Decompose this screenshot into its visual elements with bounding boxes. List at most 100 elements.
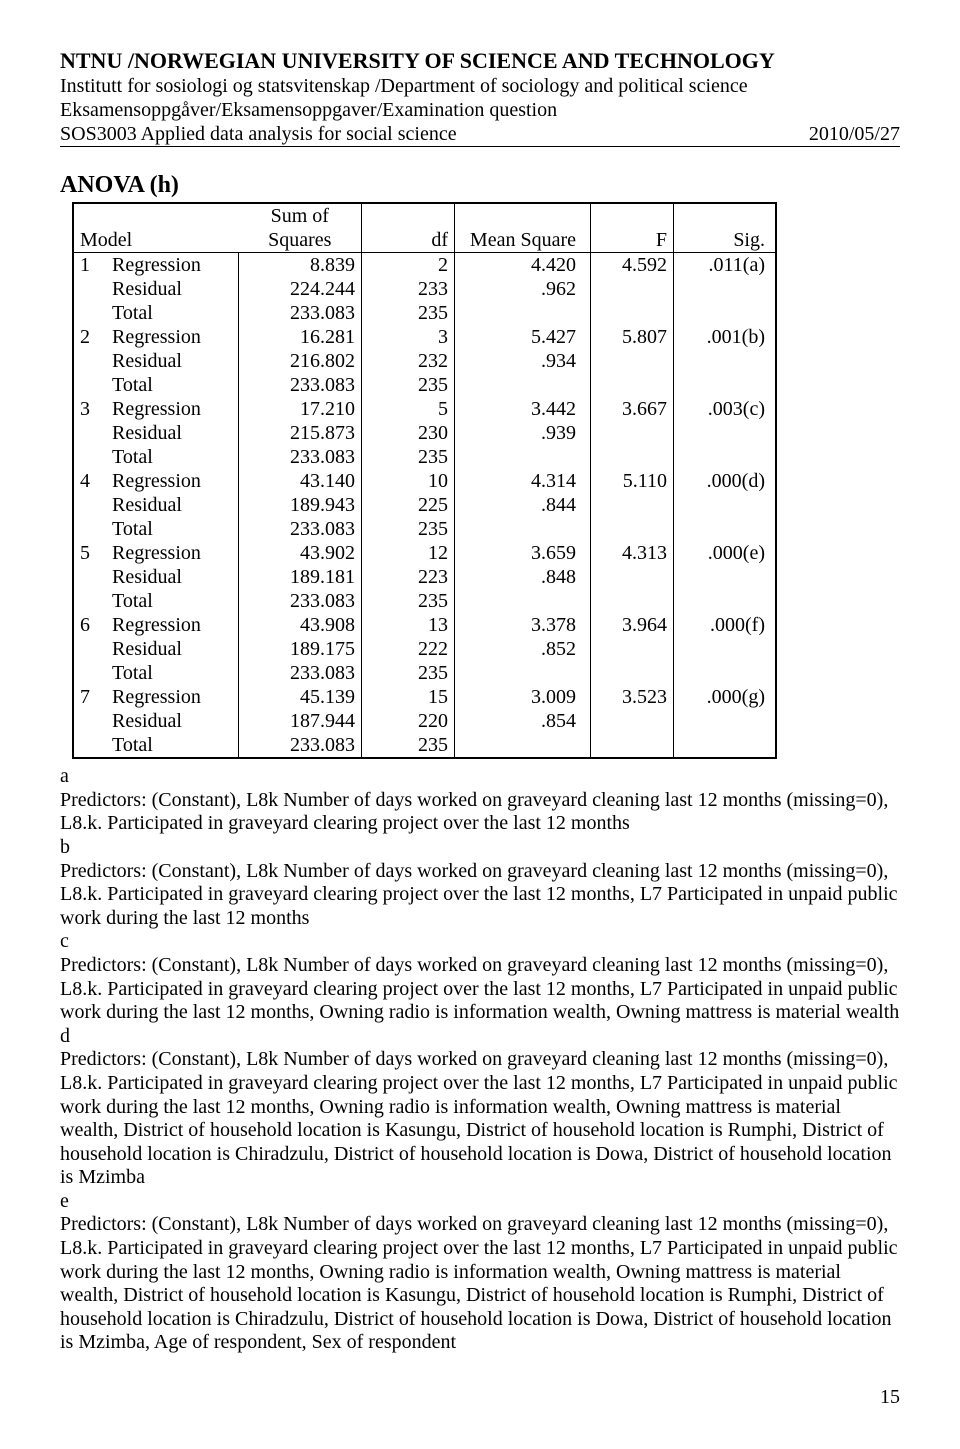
cell-ss: 233.083 <box>239 661 362 685</box>
table-row: 2Regression16.28135.4275.807.001(b) <box>73 325 776 349</box>
cell-model-number <box>73 661 108 685</box>
cell-model-number <box>73 349 108 373</box>
cell-ms: .848 <box>455 565 591 589</box>
cell-ss: 43.908 <box>239 613 362 637</box>
table-row: Residual224.244233.962 <box>73 277 776 301</box>
cell-row-label: Residual <box>108 421 239 445</box>
cell-model-number <box>73 589 108 613</box>
cell-ss: 233.083 <box>239 445 362 469</box>
table-row: Total233.083235 <box>73 445 776 469</box>
table-row: 3Regression17.21053.4423.667.003(c) <box>73 397 776 421</box>
cell-model-number: 3 <box>73 397 108 421</box>
note-text: Predictors: (Constant), L8k Number of da… <box>60 954 900 1025</box>
cell-row-label: Regression <box>108 397 239 421</box>
cell-sig <box>674 373 777 397</box>
col-model: Model <box>80 229 132 251</box>
col-ss-2: Squares <box>245 228 356 252</box>
cell-row-label: Regression <box>108 253 239 278</box>
cell-sig <box>674 637 777 661</box>
cell-ss: 187.944 <box>239 709 362 733</box>
cell-model-number <box>73 277 108 301</box>
cell-model-number <box>73 709 108 733</box>
note-key: d <box>60 1025 900 1049</box>
cell-sig: .011(a) <box>674 253 777 278</box>
cell-sig: .000(e) <box>674 541 777 565</box>
note-key: b <box>60 836 900 860</box>
cell-sig: .000(f) <box>674 613 777 637</box>
cell-ss: 16.281 <box>239 325 362 349</box>
cell-sig: .003(c) <box>674 397 777 421</box>
cell-df: 235 <box>362 661 455 685</box>
cell-ms: 4.420 <box>455 253 591 278</box>
cell-ss: 43.902 <box>239 541 362 565</box>
note-text: Predictors: (Constant), L8k Number of da… <box>60 1048 900 1190</box>
cell-ms: 3.659 <box>455 541 591 565</box>
cell-df: 13 <box>362 613 455 637</box>
cell-model-number: 1 <box>73 253 108 278</box>
cell-model-number: 4 <box>73 469 108 493</box>
cell-sig <box>674 589 777 613</box>
cell-model-number <box>73 733 108 758</box>
cell-df: 235 <box>362 445 455 469</box>
cell-df: 235 <box>362 517 455 541</box>
cell-sig <box>674 421 777 445</box>
cell-model-number <box>73 373 108 397</box>
course-line: SOS3003 Applied data analysis for social… <box>60 122 900 147</box>
cell-ms: 3.442 <box>455 397 591 421</box>
table-row: 4Regression43.140104.3145.110.000(d) <box>73 469 776 493</box>
cell-f <box>591 301 674 325</box>
cell-df: 235 <box>362 733 455 758</box>
cell-model-number <box>73 301 108 325</box>
cell-row-label: Regression <box>108 541 239 565</box>
cell-f <box>591 517 674 541</box>
table-row: Residual216.802232.934 <box>73 349 776 373</box>
cell-model-number: 7 <box>73 685 108 709</box>
cell-model-number <box>73 421 108 445</box>
cell-df: 5 <box>362 397 455 421</box>
cell-df: 235 <box>362 373 455 397</box>
cell-f <box>591 661 674 685</box>
cell-model-number <box>73 637 108 661</box>
cell-f: 3.523 <box>591 685 674 709</box>
cell-ms <box>455 373 591 397</box>
cell-df: 220 <box>362 709 455 733</box>
cell-sig <box>674 565 777 589</box>
cell-sig <box>674 733 777 758</box>
cell-sig: .001(b) <box>674 325 777 349</box>
cell-ss: 216.802 <box>239 349 362 373</box>
cell-ms: 3.378 <box>455 613 591 637</box>
cell-model-number <box>73 445 108 469</box>
cell-sig <box>674 709 777 733</box>
col-ms: Mean Square <box>455 203 591 253</box>
table-row: Total233.083235 <box>73 661 776 685</box>
predictor-notes: aPredictors: (Constant), L8k Number of d… <box>60 765 900 1355</box>
cell-row-label: Residual <box>108 637 239 661</box>
table-row: Total233.083235 <box>73 589 776 613</box>
page-number: 15 <box>60 1385 900 1409</box>
cell-f <box>591 565 674 589</box>
cell-row-label: Total <box>108 733 239 758</box>
table-row: Residual189.943225.844 <box>73 493 776 517</box>
table-row: 1Regression8.83924.4204.592.011(a) <box>73 253 776 278</box>
cell-ms: .962 <box>455 277 591 301</box>
table-row: 7Regression45.139153.0093.523.000(g) <box>73 685 776 709</box>
cell-f <box>591 277 674 301</box>
cell-sig <box>674 277 777 301</box>
cell-row-label: Total <box>108 589 239 613</box>
cell-df: 235 <box>362 301 455 325</box>
cell-f: 5.807 <box>591 325 674 349</box>
cell-f: 4.592 <box>591 253 674 278</box>
cell-ms <box>455 445 591 469</box>
cell-f <box>591 589 674 613</box>
table-header-row: Model Sum of Squares df Mean Square F Si… <box>73 203 776 253</box>
cell-ms <box>455 301 591 325</box>
cell-ms: .852 <box>455 637 591 661</box>
cell-f <box>591 709 674 733</box>
cell-model-number <box>73 565 108 589</box>
cell-ss: 233.083 <box>239 373 362 397</box>
page-header: NTNU /NORWEGIAN UNIVERSITY OF SCIENCE AN… <box>60 48 900 147</box>
cell-row-label: Residual <box>108 349 239 373</box>
col-ss-1: Sum of <box>245 204 356 228</box>
note-text: Predictors: (Constant), L8k Number of da… <box>60 789 900 836</box>
cell-model-number: 6 <box>73 613 108 637</box>
